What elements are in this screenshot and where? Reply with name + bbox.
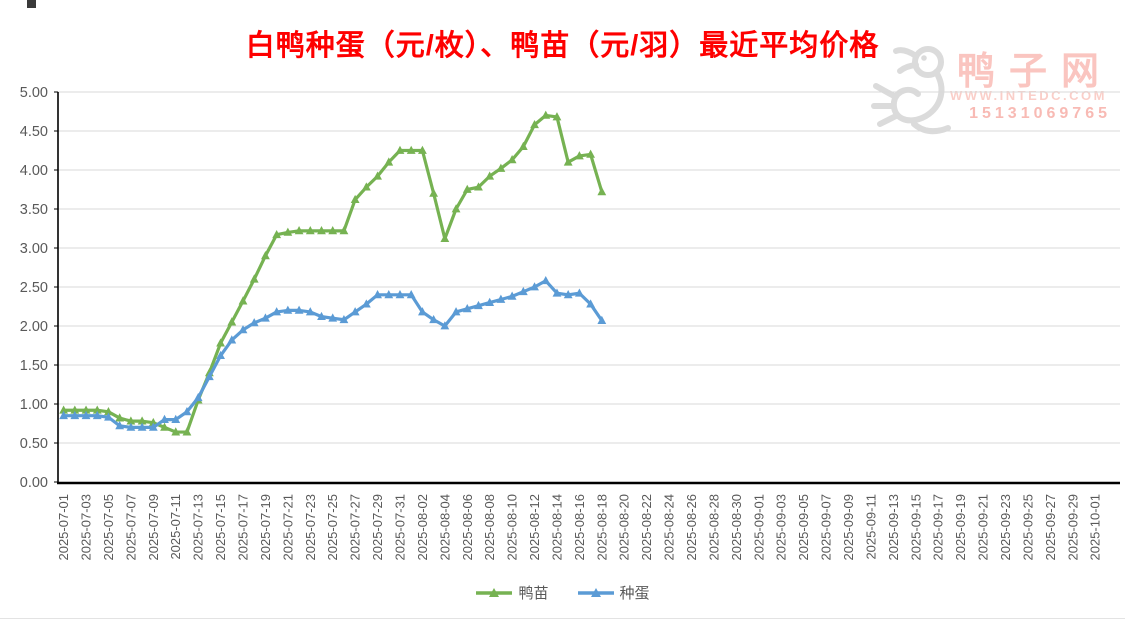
svg-text:2.00: 2.00 bbox=[20, 319, 48, 335]
svg-text:3.00: 3.00 bbox=[20, 241, 48, 257]
svg-text:2025-07-05: 2025-07-05 bbox=[101, 494, 116, 561]
svg-text:2025-08-24: 2025-08-24 bbox=[662, 494, 677, 561]
svg-text:2025-08-02: 2025-08-02 bbox=[415, 494, 430, 561]
svg-text:4.00: 4.00 bbox=[20, 163, 48, 179]
legend: 鸭苗 种蛋 bbox=[0, 582, 1125, 603]
svg-text:5.00: 5.00 bbox=[20, 85, 48, 101]
svg-text:2025-09-11: 2025-09-11 bbox=[863, 494, 878, 560]
svg-text:2025-08-10: 2025-08-10 bbox=[505, 494, 520, 561]
svg-text:2025-08-18: 2025-08-18 bbox=[594, 494, 609, 561]
svg-text:2025-08-06: 2025-08-06 bbox=[460, 494, 475, 560]
svg-text:2025-09-07: 2025-09-07 bbox=[819, 494, 834, 561]
svg-text:2025-07-27: 2025-07-27 bbox=[348, 494, 363, 561]
svg-text:2025-09-15: 2025-09-15 bbox=[908, 494, 923, 561]
svg-text:2025-09-01: 2025-09-01 bbox=[751, 494, 766, 561]
svg-text:2025-07-13: 2025-07-13 bbox=[191, 494, 206, 561]
svg-text:2.50: 2.50 bbox=[20, 280, 48, 296]
svg-text:2025-07-21: 2025-07-21 bbox=[280, 494, 295, 561]
svg-text:2025-09-13: 2025-09-13 bbox=[886, 494, 901, 561]
svg-text:4.50: 4.50 bbox=[20, 124, 48, 140]
bottom-divider bbox=[0, 618, 1125, 619]
legend-label: 鸭苗 bbox=[518, 585, 549, 602]
svg-text:2025-10-01: 2025-10-01 bbox=[1088, 494, 1103, 561]
svg-text:2025-08-08: 2025-08-08 bbox=[482, 494, 497, 560]
svg-text:2025-08-16: 2025-08-16 bbox=[572, 494, 587, 561]
svg-text:2025-07-23: 2025-07-23 bbox=[303, 494, 318, 561]
svg-text:3.50: 3.50 bbox=[20, 202, 48, 218]
svg-text:2025-08-12: 2025-08-12 bbox=[527, 494, 542, 561]
svg-text:2025-09-09: 2025-09-09 bbox=[841, 494, 856, 561]
legend-item-duckling[interactable]: 鸭苗 bbox=[475, 582, 549, 603]
svg-text:2025-08-26: 2025-08-26 bbox=[684, 494, 699, 561]
svg-text:1.50: 1.50 bbox=[20, 358, 48, 374]
legend-marker-icon bbox=[476, 587, 513, 597]
svg-text:2025-09-17: 2025-09-17 bbox=[931, 494, 946, 561]
svg-text:2025-07-31: 2025-07-31 bbox=[392, 494, 407, 561]
svg-text:2025-09-27: 2025-09-27 bbox=[1043, 494, 1058, 561]
svg-text:2025-08-30: 2025-08-30 bbox=[729, 494, 744, 561]
svg-text:2025-09-23: 2025-09-23 bbox=[998, 494, 1013, 561]
svg-text:2025-09-03: 2025-09-03 bbox=[774, 494, 789, 561]
svg-text:2025-08-22: 2025-08-22 bbox=[639, 494, 654, 561]
svg-text:2025-08-20: 2025-08-20 bbox=[617, 494, 632, 561]
svg-text:2025-07-03: 2025-07-03 bbox=[79, 494, 94, 561]
svg-text:2025-07-07: 2025-07-07 bbox=[123, 494, 138, 561]
svg-text:2025-09-25: 2025-09-25 bbox=[1020, 494, 1035, 561]
legend-marker-icon bbox=[577, 587, 614, 597]
svg-text:2025-09-05: 2025-09-05 bbox=[796, 494, 811, 561]
svg-text:1.00: 1.00 bbox=[20, 397, 48, 413]
svg-text:0.50: 0.50 bbox=[20, 436, 48, 452]
svg-text:2025-07-15: 2025-07-15 bbox=[213, 494, 228, 561]
svg-text:2025-07-29: 2025-07-29 bbox=[370, 494, 385, 561]
svg-text:2025-07-01: 2025-07-01 bbox=[56, 494, 71, 561]
svg-text:2025-09-29: 2025-09-29 bbox=[1065, 494, 1080, 561]
screen-artifact bbox=[27, 0, 36, 8]
svg-text:2025-09-21: 2025-09-21 bbox=[976, 494, 991, 561]
svg-text:2025-08-28: 2025-08-28 bbox=[706, 494, 721, 561]
svg-text:2025-07-11: 2025-07-11 bbox=[168, 494, 183, 560]
svg-text:2025-07-25: 2025-07-25 bbox=[325, 494, 340, 561]
svg-text:2025-07-19: 2025-07-19 bbox=[258, 494, 273, 561]
legend-label: 种蛋 bbox=[619, 585, 650, 602]
svg-text:2025-07-09: 2025-07-09 bbox=[146, 494, 161, 561]
svg-text:2025-08-14: 2025-08-14 bbox=[549, 494, 564, 561]
svg-text:2025-07-17: 2025-07-17 bbox=[236, 494, 251, 561]
svg-text:2025-09-19: 2025-09-19 bbox=[953, 494, 968, 561]
chart-title: 白鸭种蛋（元/枚）、鸭苗（元/羽）最近平均价格 bbox=[245, 30, 880, 62]
svg-text:2025-08-04: 2025-08-04 bbox=[437, 494, 452, 560]
svg-text:0.00: 0.00 bbox=[20, 475, 48, 491]
legend-item-egg[interactable]: 种蛋 bbox=[577, 582, 650, 603]
